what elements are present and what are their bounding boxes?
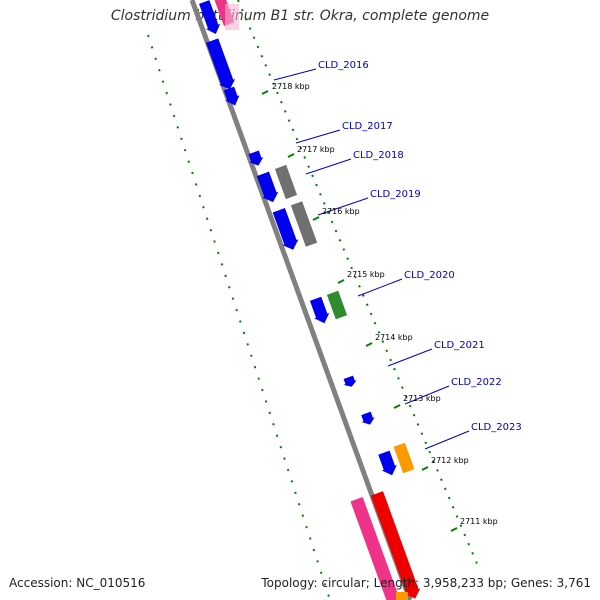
ruler-tick-mark [421,466,429,471]
gene-cds-2020[interactable] [326,290,348,320]
gene-label-cld-2018[interactable]: CLD_2018 [353,150,404,161]
gene-features [197,0,423,600]
gene-bottom-orange [396,592,408,600]
gene-cds-c[interactable] [247,150,266,168]
gene-cds-2023[interactable] [393,442,415,474]
gene-label-cld-2020[interactable]: CLD_2020 [404,270,455,281]
ruler-tick-label: 2714 kbp [375,333,413,342]
label-leader [387,348,433,367]
ruler-tick-mark [287,153,295,158]
gene-cds-e[interactable] [271,207,301,252]
gene-bottom-pink[interactable] [350,497,400,600]
ruler-tick-mark [312,216,320,221]
label-leader [424,430,470,450]
gene-label-cld-2016[interactable]: CLD_2016 [318,60,369,71]
label-leader [295,129,341,144]
gene-label-cld-2017[interactable]: CLD_2017 [342,121,393,132]
gene-cds-2019[interactable] [290,201,318,247]
ruler-tick-mark [393,404,401,409]
ruler-tick-mark [450,527,458,532]
gene-cds-g[interactable] [342,375,359,389]
ruler-tick-label: 2711 kbp [460,517,498,526]
gene-top-pink-fade [225,4,239,30]
ruler-tick-label: 2718 kbp [272,82,310,91]
gene-top-blue[interactable] [197,0,223,37]
gene-cds-a[interactable] [204,38,238,93]
gene-cds-f[interactable] [308,296,332,326]
ruler-tick-mark [337,279,345,284]
ruler-tick-mark [261,90,269,95]
gene-cds-b[interactable] [222,86,242,108]
gene-cds-i[interactable] [376,450,399,478]
label-leader [305,158,352,175]
ruler-tick-label: 2715 kbp [347,270,385,279]
ruler-tick-mark [365,342,373,347]
ruler-tick-label: 2717 kbp [297,145,335,154]
outer-dotted-track [147,34,331,600]
label-leader [357,278,403,297]
label-leader [317,197,369,216]
ruler-tick-label: 2716 kbp [322,207,360,216]
ruler-ticks: 2718 kbp 2717 kbp 2716 kbp 2715 kbp 2714 kbp… [261,82,498,532]
gene-label-cld-2019[interactable]: CLD_2019 [370,189,421,200]
label-leader [273,68,317,81]
ruler-tick-label: 2713 kbp [403,394,441,403]
gene-label-cld-2023[interactable]: CLD_2023 [471,422,522,433]
gene-cds-d[interactable] [255,171,281,205]
gene-labels: CLD_2016 CLD_2017 CLD_2018 CLD_2019 CLD_2020… [273,60,522,450]
gene-label-cld-2021[interactable]: CLD_2021 [434,340,485,351]
gene-cds-2018[interactable] [274,164,298,200]
topology-text: Topology: circular; Length: 3,958,233 bp… [261,576,591,590]
gene-bottom-red[interactable] [369,490,423,600]
label-leader [404,385,450,405]
accession-text: Accession: NC_010516 [9,576,146,590]
gene-label-cld-2022[interactable]: CLD_2022 [451,377,502,388]
gene-cds-h[interactable] [359,411,376,427]
ruler-tick-label: 2712 kbp [431,456,469,465]
